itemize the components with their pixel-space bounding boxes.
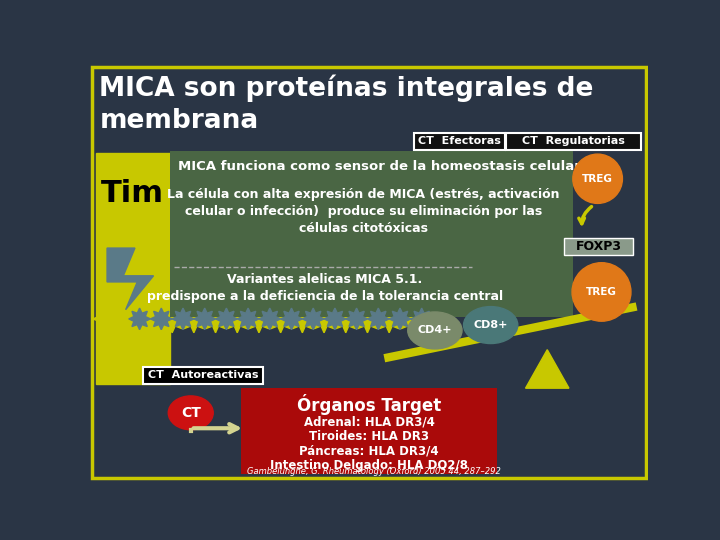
Polygon shape	[114, 305, 143, 333]
FancyBboxPatch shape	[564, 238, 632, 255]
Polygon shape	[238, 308, 259, 330]
Bar	[96, 153, 170, 384]
Text: Variantes alelicas MICA 5.1.
predispone a la deficiencia de la tolerancia centra: Variantes alelicas MICA 5.1. predispone …	[147, 273, 503, 303]
Text: CT: CT	[181, 406, 201, 420]
Ellipse shape	[168, 396, 213, 430]
FancyBboxPatch shape	[143, 367, 263, 383]
Polygon shape	[266, 305, 294, 333]
Polygon shape	[172, 308, 194, 330]
Polygon shape	[324, 308, 346, 330]
Text: FOXP3: FOXP3	[575, 240, 621, 253]
FancyBboxPatch shape	[506, 132, 641, 150]
Text: Intestino Delgado: HLA DQ2/8: Intestino Delgado: HLA DQ2/8	[270, 459, 468, 472]
FancyBboxPatch shape	[414, 132, 505, 150]
Polygon shape	[526, 350, 569, 388]
Text: Órganos Target: Órganos Target	[297, 394, 441, 415]
Text: CD4+: CD4+	[418, 326, 452, 335]
Text: CT  Autoreactivas: CT Autoreactivas	[148, 370, 258, 380]
Polygon shape	[93, 305, 121, 333]
Polygon shape	[129, 308, 150, 330]
Polygon shape	[107, 248, 153, 309]
Text: CD8+: CD8+	[474, 320, 508, 330]
Polygon shape	[202, 305, 230, 333]
Text: CT  Efectoras: CT Efectoras	[418, 136, 501, 146]
Polygon shape	[354, 305, 382, 333]
Polygon shape	[411, 308, 433, 330]
Text: MICA funciona como sensor de la homeostasis celular: MICA funciona como sensor de la homeosta…	[178, 160, 580, 173]
Circle shape	[572, 262, 631, 321]
Polygon shape	[346, 308, 367, 330]
Polygon shape	[158, 305, 186, 333]
Polygon shape	[332, 305, 360, 333]
Text: Adrenal: HLA DR3/4: Adrenal: HLA DR3/4	[304, 415, 434, 428]
Text: Páncreas: HLA DR3/4: Páncreas: HLA DR3/4	[300, 444, 438, 457]
Ellipse shape	[408, 312, 462, 349]
Polygon shape	[289, 305, 316, 333]
Polygon shape	[310, 305, 338, 333]
Circle shape	[573, 154, 622, 204]
Polygon shape	[367, 308, 389, 330]
Polygon shape	[180, 305, 208, 333]
Polygon shape	[137, 305, 164, 333]
Polygon shape	[259, 308, 281, 330]
Polygon shape	[302, 308, 324, 330]
Text: Tiroides: HLA DR3: Tiroides: HLA DR3	[309, 430, 429, 443]
Polygon shape	[245, 305, 273, 333]
FancyBboxPatch shape	[170, 151, 573, 316]
Ellipse shape	[464, 307, 518, 343]
Text: La célula con alta expresión de MICA (estrés, activación
celular o infección)  p: La célula con alta expresión de MICA (es…	[167, 188, 560, 235]
Polygon shape	[281, 308, 302, 330]
Text: TREG: TREG	[586, 287, 617, 297]
Text: TREG: TREG	[582, 174, 613, 184]
Polygon shape	[389, 308, 411, 330]
Text: CT  Regulatorias: CT Regulatorias	[522, 136, 625, 146]
Polygon shape	[194, 308, 215, 330]
FancyBboxPatch shape	[241, 388, 497, 475]
Polygon shape	[150, 308, 172, 330]
Polygon shape	[215, 308, 238, 330]
Polygon shape	[375, 305, 403, 333]
Text: Gambelunghe, G. Rheumatology (Oxford) 2005 44, 287–292: Gambelunghe, G. Rheumatology (Oxford) 20…	[247, 467, 500, 476]
Polygon shape	[223, 305, 251, 333]
Polygon shape	[397, 305, 425, 333]
Text: MICA son proteínas integrales de
membrana: MICA son proteínas integrales de membran…	[99, 74, 594, 133]
Text: Tim: Tim	[101, 179, 164, 208]
